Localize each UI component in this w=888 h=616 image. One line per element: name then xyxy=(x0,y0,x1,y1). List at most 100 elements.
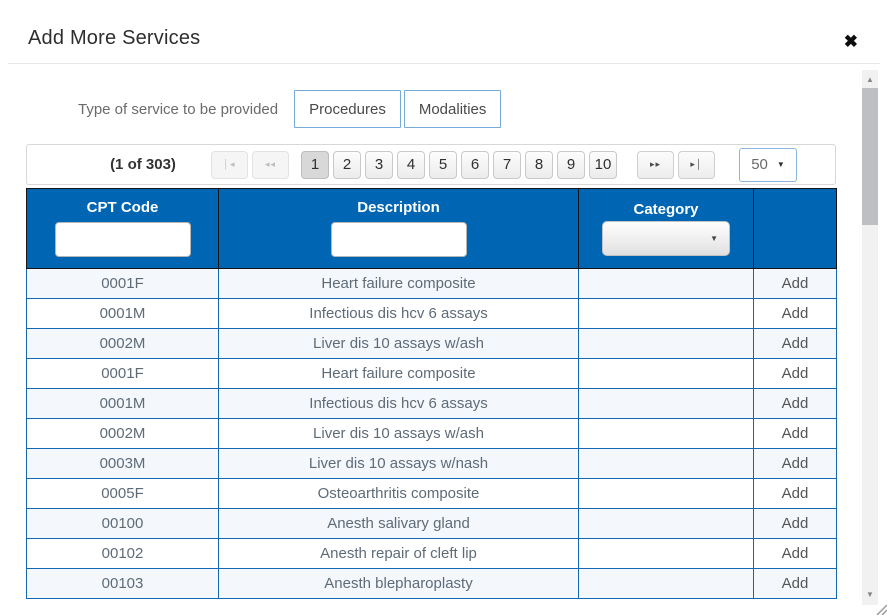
scroll-up-icon[interactable]: ▲ xyxy=(866,75,874,84)
table-row: 00102 Anesth repair of cleft lip Add xyxy=(26,538,837,569)
add-link[interactable]: Add xyxy=(753,508,837,539)
modal-header: Add More Services ✖ xyxy=(0,0,888,63)
category-cell xyxy=(578,298,754,329)
page-button-10[interactable]: 10 xyxy=(589,150,617,179)
table-row: 0003M Liver dis 10 assays w/nash Add xyxy=(26,448,837,479)
cpt-code-cell: 0005F xyxy=(26,478,219,509)
service-type-row: Type of service to be provided Procedure… xyxy=(78,90,888,128)
category-cell xyxy=(578,568,754,599)
column-header-cpt-code: CPT Code xyxy=(26,188,219,269)
table-row: 0002M Liver dis 10 assays w/ash Add xyxy=(26,328,837,359)
column-header-category: Category ▼ xyxy=(578,188,754,269)
table-row: 0001M Infectious dis hcv 6 assays Add xyxy=(26,298,837,329)
page-title: Add More Services xyxy=(28,27,201,49)
description-cell: Heart failure composite xyxy=(218,268,579,299)
vertical-scrollbar[interactable]: ▲ ▼ xyxy=(862,70,878,605)
scrollbar-thumb[interactable] xyxy=(862,88,878,225)
add-link[interactable]: Add xyxy=(753,478,837,509)
table-row: 00100 Anesth salivary gland Add xyxy=(26,508,837,539)
category-cell xyxy=(578,478,754,509)
description-cell: Infectious dis hcv 6 assays xyxy=(218,298,579,329)
next-page-button[interactable]: ▸▸ xyxy=(637,150,674,179)
page-button-7[interactable]: 7 xyxy=(493,150,521,179)
close-icon[interactable]: ✖ xyxy=(843,32,858,51)
last-page-button[interactable]: ▸│ xyxy=(678,150,715,179)
page-button-1[interactable]: 1 xyxy=(301,150,329,179)
paginator-back-group: │◂ ◂◂ xyxy=(209,150,291,179)
scroll-down-icon[interactable]: ▼ xyxy=(866,590,874,599)
resize-grip-icon[interactable] xyxy=(874,602,887,615)
page-button-8[interactable]: 8 xyxy=(525,150,553,179)
description-cell: Anesth repair of cleft lip xyxy=(218,538,579,569)
procedures-button[interactable]: Procedures xyxy=(294,90,401,128)
add-link[interactable]: Add xyxy=(753,568,837,599)
description-header-label: Description xyxy=(357,199,440,216)
add-link[interactable]: Add xyxy=(753,538,837,569)
description-filter-input[interactable] xyxy=(330,222,467,257)
description-cell: Liver dis 10 assays w/nash xyxy=(218,448,579,479)
table-row: 0005F Osteoarthritis composite Add xyxy=(26,478,837,509)
header-divider xyxy=(8,63,880,64)
paginator-forward-group: ▸▸ ▸│ xyxy=(635,150,717,179)
rows-per-page-value: 50 xyxy=(751,156,768,173)
add-link[interactable]: Add xyxy=(753,298,837,329)
add-link[interactable]: Add xyxy=(753,448,837,479)
description-cell: Infectious dis hcv 6 assays xyxy=(218,388,579,419)
cpt-code-header-label: CPT Code xyxy=(86,199,159,216)
next-page-icon: ▸▸ xyxy=(649,159,662,169)
category-header-label: Category xyxy=(633,201,699,218)
add-link[interactable]: Add xyxy=(753,388,837,419)
services-table: CPT Code Description Category ▼ xyxy=(26,188,837,599)
description-cell: Anesth salivary gland xyxy=(218,508,579,539)
category-cell xyxy=(578,388,754,419)
add-link[interactable]: Add xyxy=(753,358,837,389)
cpt-code-cell: 00100 xyxy=(26,508,219,539)
paginator: (1 of 303) │◂ ◂◂ 1 2 3 4 5 6 7 8 9 10 ▸▸ ▸│ 50 ▼ xyxy=(26,144,836,185)
add-link[interactable]: Add xyxy=(753,418,837,449)
category-cell xyxy=(578,508,754,539)
page-button-2[interactable]: 2 xyxy=(333,150,361,179)
paginator-status: (1 of 303) xyxy=(110,156,176,173)
description-cell: Osteoarthritis composite xyxy=(218,478,579,509)
dropdown-caret-icon: ▼ xyxy=(776,160,785,169)
category-filter-select[interactable]: ▼ xyxy=(602,221,730,256)
table-row: 0001F Heart failure composite Add xyxy=(26,358,837,389)
category-cell xyxy=(578,448,754,479)
cpt-code-cell: 0002M xyxy=(26,418,219,449)
table-row: 00103 Anesth blepharoplasty Add xyxy=(26,568,837,599)
cpt-code-filter-input[interactable] xyxy=(54,222,191,257)
cpt-code-cell: 00103 xyxy=(26,568,219,599)
description-cell: Liver dis 10 assays w/ash xyxy=(218,418,579,449)
page-button-5[interactable]: 5 xyxy=(429,150,457,179)
column-header-action xyxy=(753,188,837,269)
modal-content: Type of service to be provided Procedure… xyxy=(0,90,888,599)
page-button-9[interactable]: 9 xyxy=(557,150,585,179)
table-header: CPT Code Description Category ▼ xyxy=(26,188,837,269)
category-cell xyxy=(578,358,754,389)
first-page-icon: │◂ xyxy=(223,159,236,169)
cpt-code-cell: 0001F xyxy=(26,358,219,389)
page-button-3[interactable]: 3 xyxy=(365,150,393,179)
last-page-icon: ▸│ xyxy=(690,159,703,169)
add-link[interactable]: Add xyxy=(753,328,837,359)
page-button-6[interactable]: 6 xyxy=(461,150,489,179)
service-type-label: Type of service to be provided xyxy=(78,100,279,118)
rows-per-page-select[interactable]: 50 ▼ xyxy=(739,147,797,182)
description-cell: Liver dis 10 assays w/ash xyxy=(218,328,579,359)
prev-page-button[interactable]: ◂◂ xyxy=(252,150,289,179)
first-page-button[interactable]: │◂ xyxy=(211,150,248,179)
page-button-4[interactable]: 4 xyxy=(397,150,425,179)
description-cell: Heart failure composite xyxy=(218,358,579,389)
modalities-button[interactable]: Modalities xyxy=(403,90,502,128)
table-row: 0001M Infectious dis hcv 6 assays Add xyxy=(26,388,837,419)
add-link[interactable]: Add xyxy=(753,268,837,299)
table-row: 0001F Heart failure composite Add xyxy=(26,268,837,299)
category-cell xyxy=(578,328,754,359)
cpt-code-cell: 0001F xyxy=(26,268,219,299)
category-caret-icon: ▼ xyxy=(710,234,718,243)
column-header-description: Description xyxy=(218,188,579,269)
table-body: 0001F Heart failure composite Add 0001M Infe… xyxy=(26,268,837,599)
page-buttons: 1 2 3 4 5 6 7 8 9 10 xyxy=(299,150,619,179)
cpt-code-cell: 0001M xyxy=(26,298,219,329)
